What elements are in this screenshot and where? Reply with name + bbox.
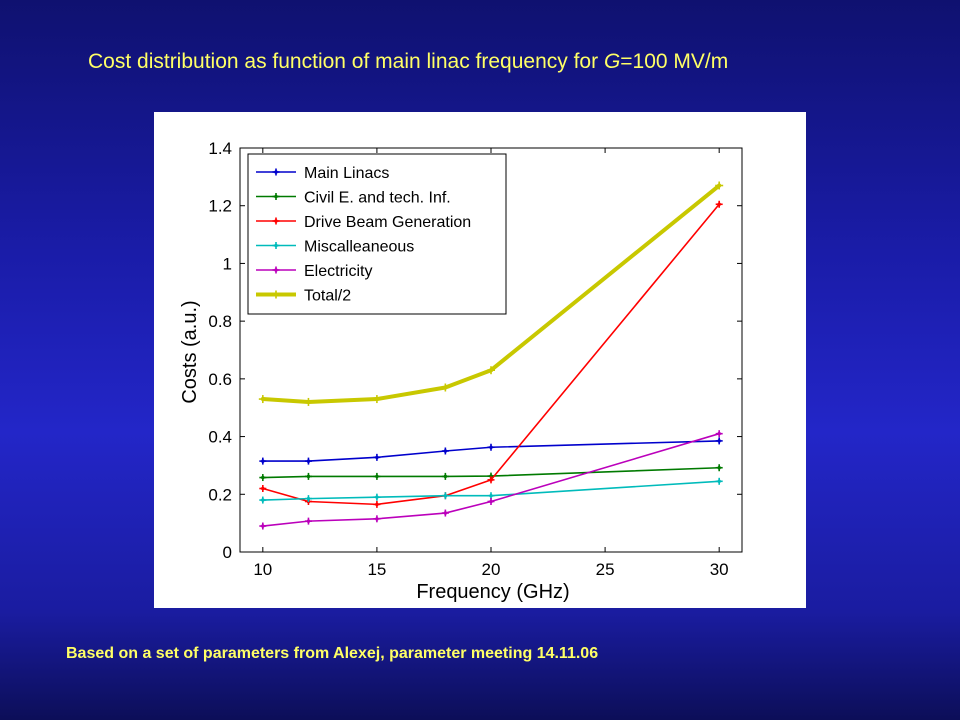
legend-label: Total/2 [304,288,351,305]
legend-entry: Electricity [256,263,372,280]
y-tick-label: 0.2 [208,485,232,504]
x-tick-label: 30 [710,560,729,579]
legend-entry: Total/2 [256,288,351,305]
legend-label: Drive Beam Generation [304,214,471,231]
y-axis-label: Costs (a.u.) [179,300,201,403]
data-point [274,194,278,199]
data-point [443,511,448,515]
data-point [374,397,379,402]
data-point [306,459,311,463]
data-point [717,479,721,484]
series-miscalleaneous [259,477,723,504]
data-point [375,502,379,507]
data-point [261,498,265,502]
data-point [717,183,722,188]
legend-entry: Main Linacs [256,165,389,182]
y-tick-label: 0.4 [208,428,232,447]
data-point [443,474,448,479]
data-point [717,202,721,207]
series-civil-e-and-tech-inf [259,464,723,482]
series-line [262,183,721,404]
figure-panel: 10 15 20 25 30 0 0.2 0.4 0.6 0.8 1 1.2 1.4 Main Lina… [154,112,806,608]
legend-box [247,153,507,315]
footnote: Based on a set of parameters from Alexej… [66,645,599,662]
series-electricity [259,430,723,530]
y-tick-label: 1.4 [208,139,232,158]
y-tick-label: 0.6 [208,370,232,389]
legend-entry: Drive Beam Generation [256,214,471,231]
data-point [489,368,493,373]
data-point [375,474,379,479]
data-point [717,465,721,470]
series-line [262,432,720,527]
data-point [489,478,493,482]
legend-entry: Civil E. and tech. Inf. [256,190,451,207]
data-point [306,519,311,523]
y-tick-label: 1.2 [208,197,232,216]
data-point [489,493,493,498]
data-point [306,474,311,479]
data-point [489,499,493,504]
chart-series [258,181,724,530]
data-point [717,431,721,436]
data-point [306,399,311,404]
y-tick-label: 0 [223,543,232,562]
x-tick-label: 20 [482,560,501,579]
data-point [489,445,493,449]
legend-label: Miscalleaneous [304,239,414,256]
data-point [274,219,278,223]
slide-title-suffix: =100 MV/m [620,50,729,73]
legend-label: Main Linacs [304,165,389,182]
slide-title: Cost distribution as function of main li… [88,50,728,74]
data-point [274,243,278,248]
data-point [489,474,493,478]
x-tick-label: 25 [596,560,615,579]
data-point [443,449,448,453]
series-line [262,440,720,462]
data-point [274,292,278,297]
slide-title-variable: G [603,50,621,73]
chart-legend: Main Linacs Civil E. and tech. Inf. Drive … [247,153,507,315]
y-tick-label: 1 [223,254,232,273]
data-point [261,459,265,463]
series-line [262,466,720,479]
x-tick-label: 15 [367,560,386,579]
legend-entry: Miscalleaneous [256,239,414,256]
data-point [274,170,278,174]
legend-label: Electricity [304,263,372,280]
y-tick-label: 0.8 [208,312,232,331]
data-point [717,439,721,443]
data-point [261,524,265,528]
slide-title-prefix: Cost distribution as function of main li… [88,50,604,73]
series-main-linacs [259,437,723,465]
data-point [443,385,448,390]
data-point [375,495,379,499]
data-point [261,486,265,491]
data-point [375,517,379,521]
series-total-2 [258,181,724,406]
data-point [375,455,379,460]
legend-label: Civil E. and tech. Inf. [304,190,451,207]
data-point [274,268,278,272]
data-point [306,496,311,501]
data-point [261,475,265,480]
chart-axes: 10 15 20 25 30 0 0.2 0.4 0.6 0.8 1 1.2 1.4 [208,139,743,579]
x-tick-label: 10 [253,560,272,579]
data-point [260,397,265,402]
data-point [443,493,448,498]
x-axis-label: Frequency (GHz) [416,581,569,603]
series-line [262,480,720,501]
line-chart: 10 15 20 25 30 0 0.2 0.4 0.6 0.8 1 1.2 1.4 Main Lina… [179,139,743,603]
